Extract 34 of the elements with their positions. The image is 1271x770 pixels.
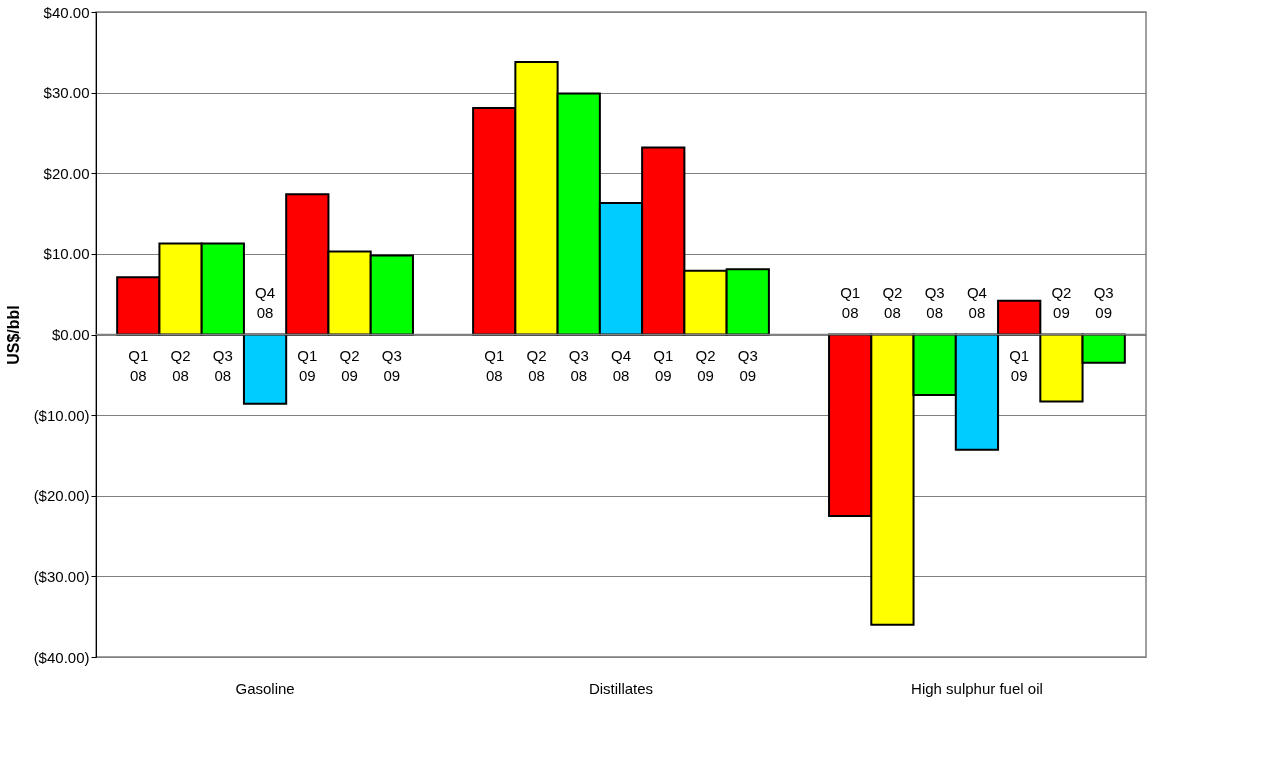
y-tick-label: $20.00: [43, 164, 90, 182]
y-tick-label: $10.00: [43, 245, 90, 263]
text: Q2 08: [882, 283, 903, 321]
text: Q2 08: [526, 346, 547, 384]
y-tick-label: ($40.00): [33, 648, 90, 666]
y-axis-title: US$/bbl: [4, 305, 22, 365]
y-tick-label: $0.00: [51, 326, 90, 343]
series-label: Q2 08: [170, 346, 191, 384]
y-tick-label: ($30.00): [33, 567, 90, 585]
y-tick-label: $30.00: [43, 84, 90, 102]
x-tick-label: Gasoline: [235, 679, 295, 697]
text: Q1 08: [484, 346, 505, 384]
series-label: Q1 08: [128, 346, 149, 384]
series-label: Q3 09: [381, 346, 402, 384]
text: Q1 09: [1009, 346, 1030, 384]
text: Q2 09: [1051, 283, 1072, 321]
text: Q3 08: [924, 283, 945, 321]
series-label: Q2 09: [339, 346, 360, 384]
x-tick-label: High sulphur fuel oil: [911, 679, 1043, 697]
text: Q3 08: [568, 346, 589, 384]
text: Q4 08: [255, 283, 276, 321]
text: Q4 08: [966, 283, 987, 321]
series-label: Q4 08: [610, 346, 632, 384]
series-label: Q1 09: [297, 346, 318, 384]
text: Q1 08: [840, 283, 861, 321]
text: Q2 09: [695, 346, 716, 384]
y-tick-label: $40.00: [43, 3, 90, 21]
y-tick-label: ($20.00): [33, 487, 90, 505]
series-label: Q3 08: [212, 346, 233, 384]
text: Q3 09: [1093, 283, 1114, 321]
x-tick-label: Distillates: [588, 679, 654, 697]
text: Q3 09: [737, 346, 758, 384]
text: Q1 09: [653, 346, 674, 384]
y-tick-label: ($10.00): [33, 406, 90, 424]
